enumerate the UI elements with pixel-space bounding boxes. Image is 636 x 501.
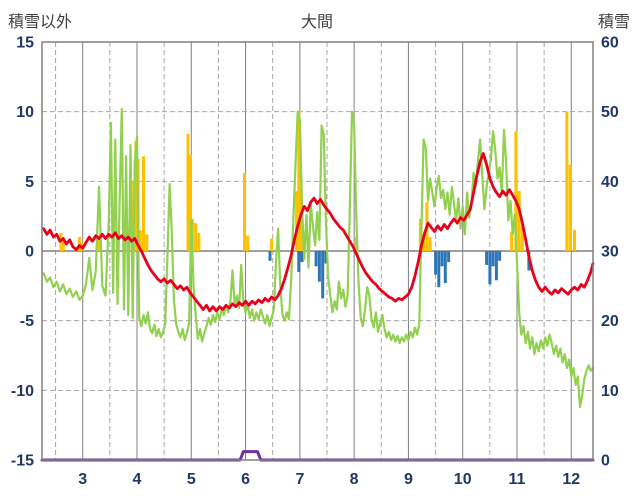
x-axis-tick: 12 <box>562 471 580 488</box>
precip-negative-bars-bar <box>314 251 318 267</box>
precip-negative-bars-bar <box>440 251 444 267</box>
precip-negative-bars-bar <box>498 251 502 261</box>
precip-negative-bars <box>268 251 531 299</box>
right-axis-tick: 40 <box>601 174 619 191</box>
chart-title: 大間 <box>300 14 334 31</box>
left-axis-tick: 5 <box>25 174 34 191</box>
right-axis-title: 積雪 <box>597 14 630 31</box>
precip-negative-bars-bar <box>491 251 495 267</box>
right-axis-tick: 0 <box>601 453 610 470</box>
precip-negative-bars-bar <box>488 251 492 285</box>
precip-positive-bars-bar <box>428 237 432 251</box>
precip-negative-bars-bar <box>434 251 438 275</box>
precip-positive-bars-bar <box>568 164 572 251</box>
green-temp-line-path <box>42 107 595 409</box>
left-axis-title: 積雪以外 <box>8 14 73 31</box>
precip-positive-bars-bar <box>243 173 246 251</box>
x-axis-tick: 6 <box>241 471 250 488</box>
precip-positive-bars-bar <box>573 230 576 251</box>
precip-positive-bars-bar <box>565 111 569 251</box>
x-axis-tick: 8 <box>350 471 359 488</box>
precip-negative-bars-bar <box>494 251 498 281</box>
precip-negative-bars-bar <box>443 251 447 283</box>
precip-positive-bars-bar <box>520 224 524 251</box>
precip-positive-bars-bar <box>197 232 201 251</box>
x-axis-tick: 4 <box>133 471 142 488</box>
precip-negative-bars-bar <box>437 251 441 288</box>
precip-negative-bars-bar <box>447 251 451 263</box>
precip-positive-bars-bar <box>517 191 521 251</box>
left-axis-tick: 10 <box>16 104 34 121</box>
x-axis-tick: 9 <box>404 471 413 488</box>
plot-border <box>41 41 594 461</box>
precip-negative-bars-bar <box>485 251 489 265</box>
x-axis-tick: 5 <box>187 471 196 488</box>
right-axis-tick: 20 <box>601 313 619 330</box>
right-axis-tick: 30 <box>601 244 619 261</box>
left-axis-tick: -15 <box>11 453 34 470</box>
red-temp-line <box>42 152 595 313</box>
precip-positive-bars-bar <box>422 235 426 251</box>
precip-positive-bars-bar <box>510 231 514 251</box>
precip-positive-bars-bar <box>194 223 198 251</box>
right-axis-tick: 60 <box>601 35 619 52</box>
precip-negative-bars-bar <box>268 251 272 261</box>
precip-negative-bars-bar <box>321 251 325 299</box>
precip-positive-bars-bar <box>97 237 101 251</box>
red-temp-line-path <box>42 152 595 313</box>
x-axis-tick: 10 <box>454 471 472 488</box>
left-axis-tick: -10 <box>11 383 34 400</box>
precip-positive-bars-bar <box>297 110 301 251</box>
x-axis-tick: 11 <box>509 471 526 488</box>
left-axis-tick: 15 <box>16 35 34 52</box>
precip-negative-bars-bar <box>317 251 321 282</box>
right-axis-tick: 50 <box>601 104 619 121</box>
precip-positive-bars-bar <box>188 154 192 251</box>
precip-negative-bars-bar <box>324 251 328 264</box>
precip-positive-bars-bar <box>246 235 250 251</box>
precip-positive-bars-bar <box>138 230 142 251</box>
precip-positive-bars-bar <box>270 238 274 251</box>
precip-negative-bars-bar <box>300 251 304 263</box>
x-axis-tick: 7 <box>295 471 304 488</box>
precip-positive-bars-bar <box>134 140 138 251</box>
precip-positive-bars-bar <box>61 241 65 251</box>
precip-positive-bars-bar <box>142 156 145 251</box>
precip-positive-bars-bar <box>514 131 518 251</box>
green-temp-line <box>42 107 595 409</box>
x-axis-tick: 3 <box>78 471 87 488</box>
right-axis-tick: 10 <box>601 383 619 400</box>
precip-negative-bars-bar <box>297 251 301 272</box>
left-axis-tick: -5 <box>20 313 34 330</box>
precip-positive-bars-bar <box>295 191 299 251</box>
precip-positive-bars-bar <box>145 234 149 251</box>
precip-positive-bars-bar <box>186 134 190 251</box>
left-axis-tick: 0 <box>25 244 34 261</box>
